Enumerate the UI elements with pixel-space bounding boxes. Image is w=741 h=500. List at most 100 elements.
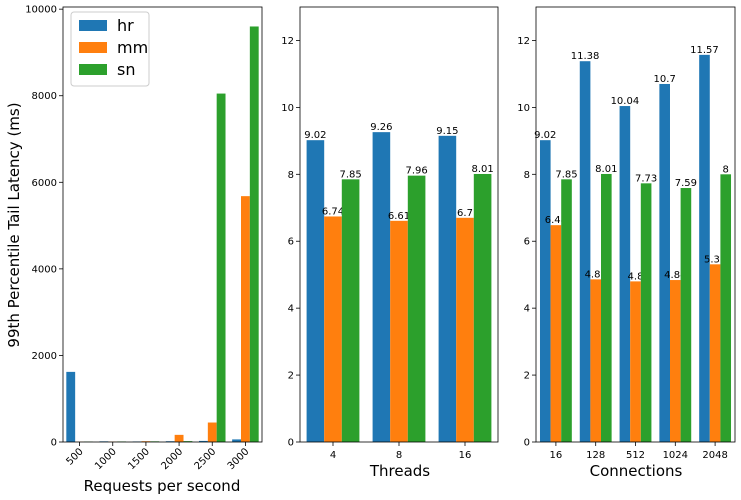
y-tick-label: 2 <box>288 371 294 382</box>
data-label-sn-512: 7.73 <box>635 173 657 184</box>
y-tick-label: 6000 <box>32 178 57 189</box>
bar-hr-1024 <box>659 83 670 442</box>
x-tick-label: 1024 <box>663 450 688 461</box>
bar-hr-512 <box>619 106 631 443</box>
bar-mm-4 <box>324 216 342 442</box>
bar-mm-16 <box>456 217 474 442</box>
legend: hr mm sn <box>70 11 150 87</box>
y-tick-label: 0 <box>524 438 530 449</box>
data-label-mm-512: 4.8 <box>628 271 644 282</box>
y-tick-label: 10 <box>281 103 294 114</box>
data-label-hr-2048: 11.57 <box>690 45 719 56</box>
data-label-sn-16: 8.01 <box>471 164 493 175</box>
y-tick-label: 4 <box>524 304 530 315</box>
y-tick-label: 12 <box>281 36 294 47</box>
legend-label-mm: mm <box>117 38 148 57</box>
x-tick-label: 2048 <box>702 450 727 461</box>
bar-mm-8 <box>390 220 408 442</box>
data-label-sn-2048: 8 <box>723 164 729 175</box>
y-tick-label: 6 <box>524 237 530 248</box>
bar-sn-1024 <box>680 188 692 442</box>
y-tick-label: 4000 <box>32 264 57 275</box>
panel-3-x-axis-title: Connections <box>590 462 683 480</box>
x-tick-label: 16 <box>550 450 563 461</box>
bar-mm-512 <box>630 281 641 442</box>
bar-hr-3000 <box>232 439 241 442</box>
y-tick-label: 4 <box>288 304 294 315</box>
legend-swatch-sn <box>79 64 107 75</box>
panel-1: 0 2000 4000 6000 8000 10000 500 1000 1500 2000 250… <box>25 5 263 472</box>
data-label-hr-1024: 10.7 <box>654 74 676 85</box>
bar-hr-8 <box>372 132 391 442</box>
legend-label-sn: sn <box>117 60 135 79</box>
bar-sn-2000 <box>183 441 193 442</box>
bar-mm-128 <box>590 279 602 442</box>
bar-sn-512 <box>640 183 652 443</box>
y-tick-label: 2000 <box>32 351 57 362</box>
legend-label-hr: hr <box>117 16 134 35</box>
bar-sn-16 <box>561 179 572 443</box>
bar-sn-2500 <box>216 93 226 442</box>
y-tick-label: 8 <box>288 170 294 181</box>
x-tick-label: 16 <box>459 450 472 461</box>
bar-hr-4 <box>306 140 325 442</box>
data-label-mm-4: 6.74 <box>322 206 344 217</box>
bar-sn-3000 <box>249 26 259 443</box>
data-label-mm-16: 6.7 <box>457 208 473 219</box>
x-tick-label: 4 <box>330 450 336 461</box>
bar-mm-3000 <box>240 196 250 442</box>
bar-mm-1024 <box>669 280 681 442</box>
data-label-hr-16: 9.15 <box>436 126 458 137</box>
bar-hr-128 <box>579 61 591 442</box>
plot-frame <box>62 6 263 443</box>
bar-hr-16 <box>438 135 457 443</box>
data-label-sn-8: 7.96 <box>405 166 427 177</box>
y-tick-label: 10 <box>517 103 530 114</box>
bar-sn-8 <box>407 175 426 442</box>
data-label-sn-4: 7.85 <box>339 169 361 180</box>
x-tick-label: 3000 <box>226 446 252 472</box>
y-tick-label: 12 <box>517 36 530 47</box>
bar-sn-16 <box>473 173 492 442</box>
y-tick-label: 10000 <box>25 5 57 16</box>
panel-1-x-axis-title: Requests per second <box>84 477 241 495</box>
data-label-hr-8: 9.26 <box>370 122 392 133</box>
panel-1-y-axis-title: 99th Percentile Tail Latency (ms) <box>5 102 23 347</box>
legend-swatch-mm <box>79 42 107 53</box>
bar-hr-500 <box>66 371 76 442</box>
data-label-mm-16: 6.48 <box>545 215 567 226</box>
bar-sn-4 <box>341 179 360 443</box>
panel-2: 9.02 9.26 9.15 6.74 6.61 6.7 7.85 7.96 8.01 0 2 4 6 8… <box>281 6 499 461</box>
x-tick-label: 128 <box>586 450 605 461</box>
x-tick-label: 2500 <box>193 446 219 472</box>
bar-hr-2500 <box>198 440 208 442</box>
data-label-hr-4: 9.02 <box>304 130 326 141</box>
legend-swatch-hr <box>79 20 107 31</box>
bar-mm-2000 <box>174 434 184 442</box>
x-tick-label: 8 <box>396 450 402 461</box>
x-tick-label: 500 <box>64 446 85 467</box>
bar-hr-16 <box>539 140 551 442</box>
data-label-sn-1024: 7.59 <box>675 178 697 189</box>
data-label-hr-128: 11.38 <box>571 51 600 62</box>
bar-sn-2048 <box>720 174 732 443</box>
data-label-mm-2048: 5.31 <box>704 254 726 265</box>
panel-2-x-axis-title: Threads <box>369 462 430 480</box>
y-tick-label: 8000 <box>32 91 57 102</box>
data-label-hr-512: 10.04 <box>611 96 640 107</box>
data-label-hr-16: 9.02 <box>534 130 556 141</box>
bar-mm-2048 <box>709 264 721 442</box>
data-label-mm-1024: 4.84 <box>664 270 686 281</box>
panel-3: 9.02 11.38 10.04 10.7 11.57 6.48 4.86 4.8 4.84 5.… <box>517 6 736 461</box>
y-tick-label: 6 <box>288 237 294 248</box>
y-tick-label: 8 <box>524 170 530 181</box>
x-tick-label: 1000 <box>93 446 119 472</box>
data-label-sn-128: 8.01 <box>595 164 617 175</box>
y-tick-label: 0 <box>288 438 294 449</box>
y-tick-label: 0 <box>51 438 57 449</box>
y-tick-label: 2 <box>524 371 530 382</box>
data-label-mm-8: 6.61 <box>388 211 410 222</box>
data-label-mm-128: 4.86 <box>585 269 607 280</box>
bar-mm-2500 <box>207 422 217 442</box>
